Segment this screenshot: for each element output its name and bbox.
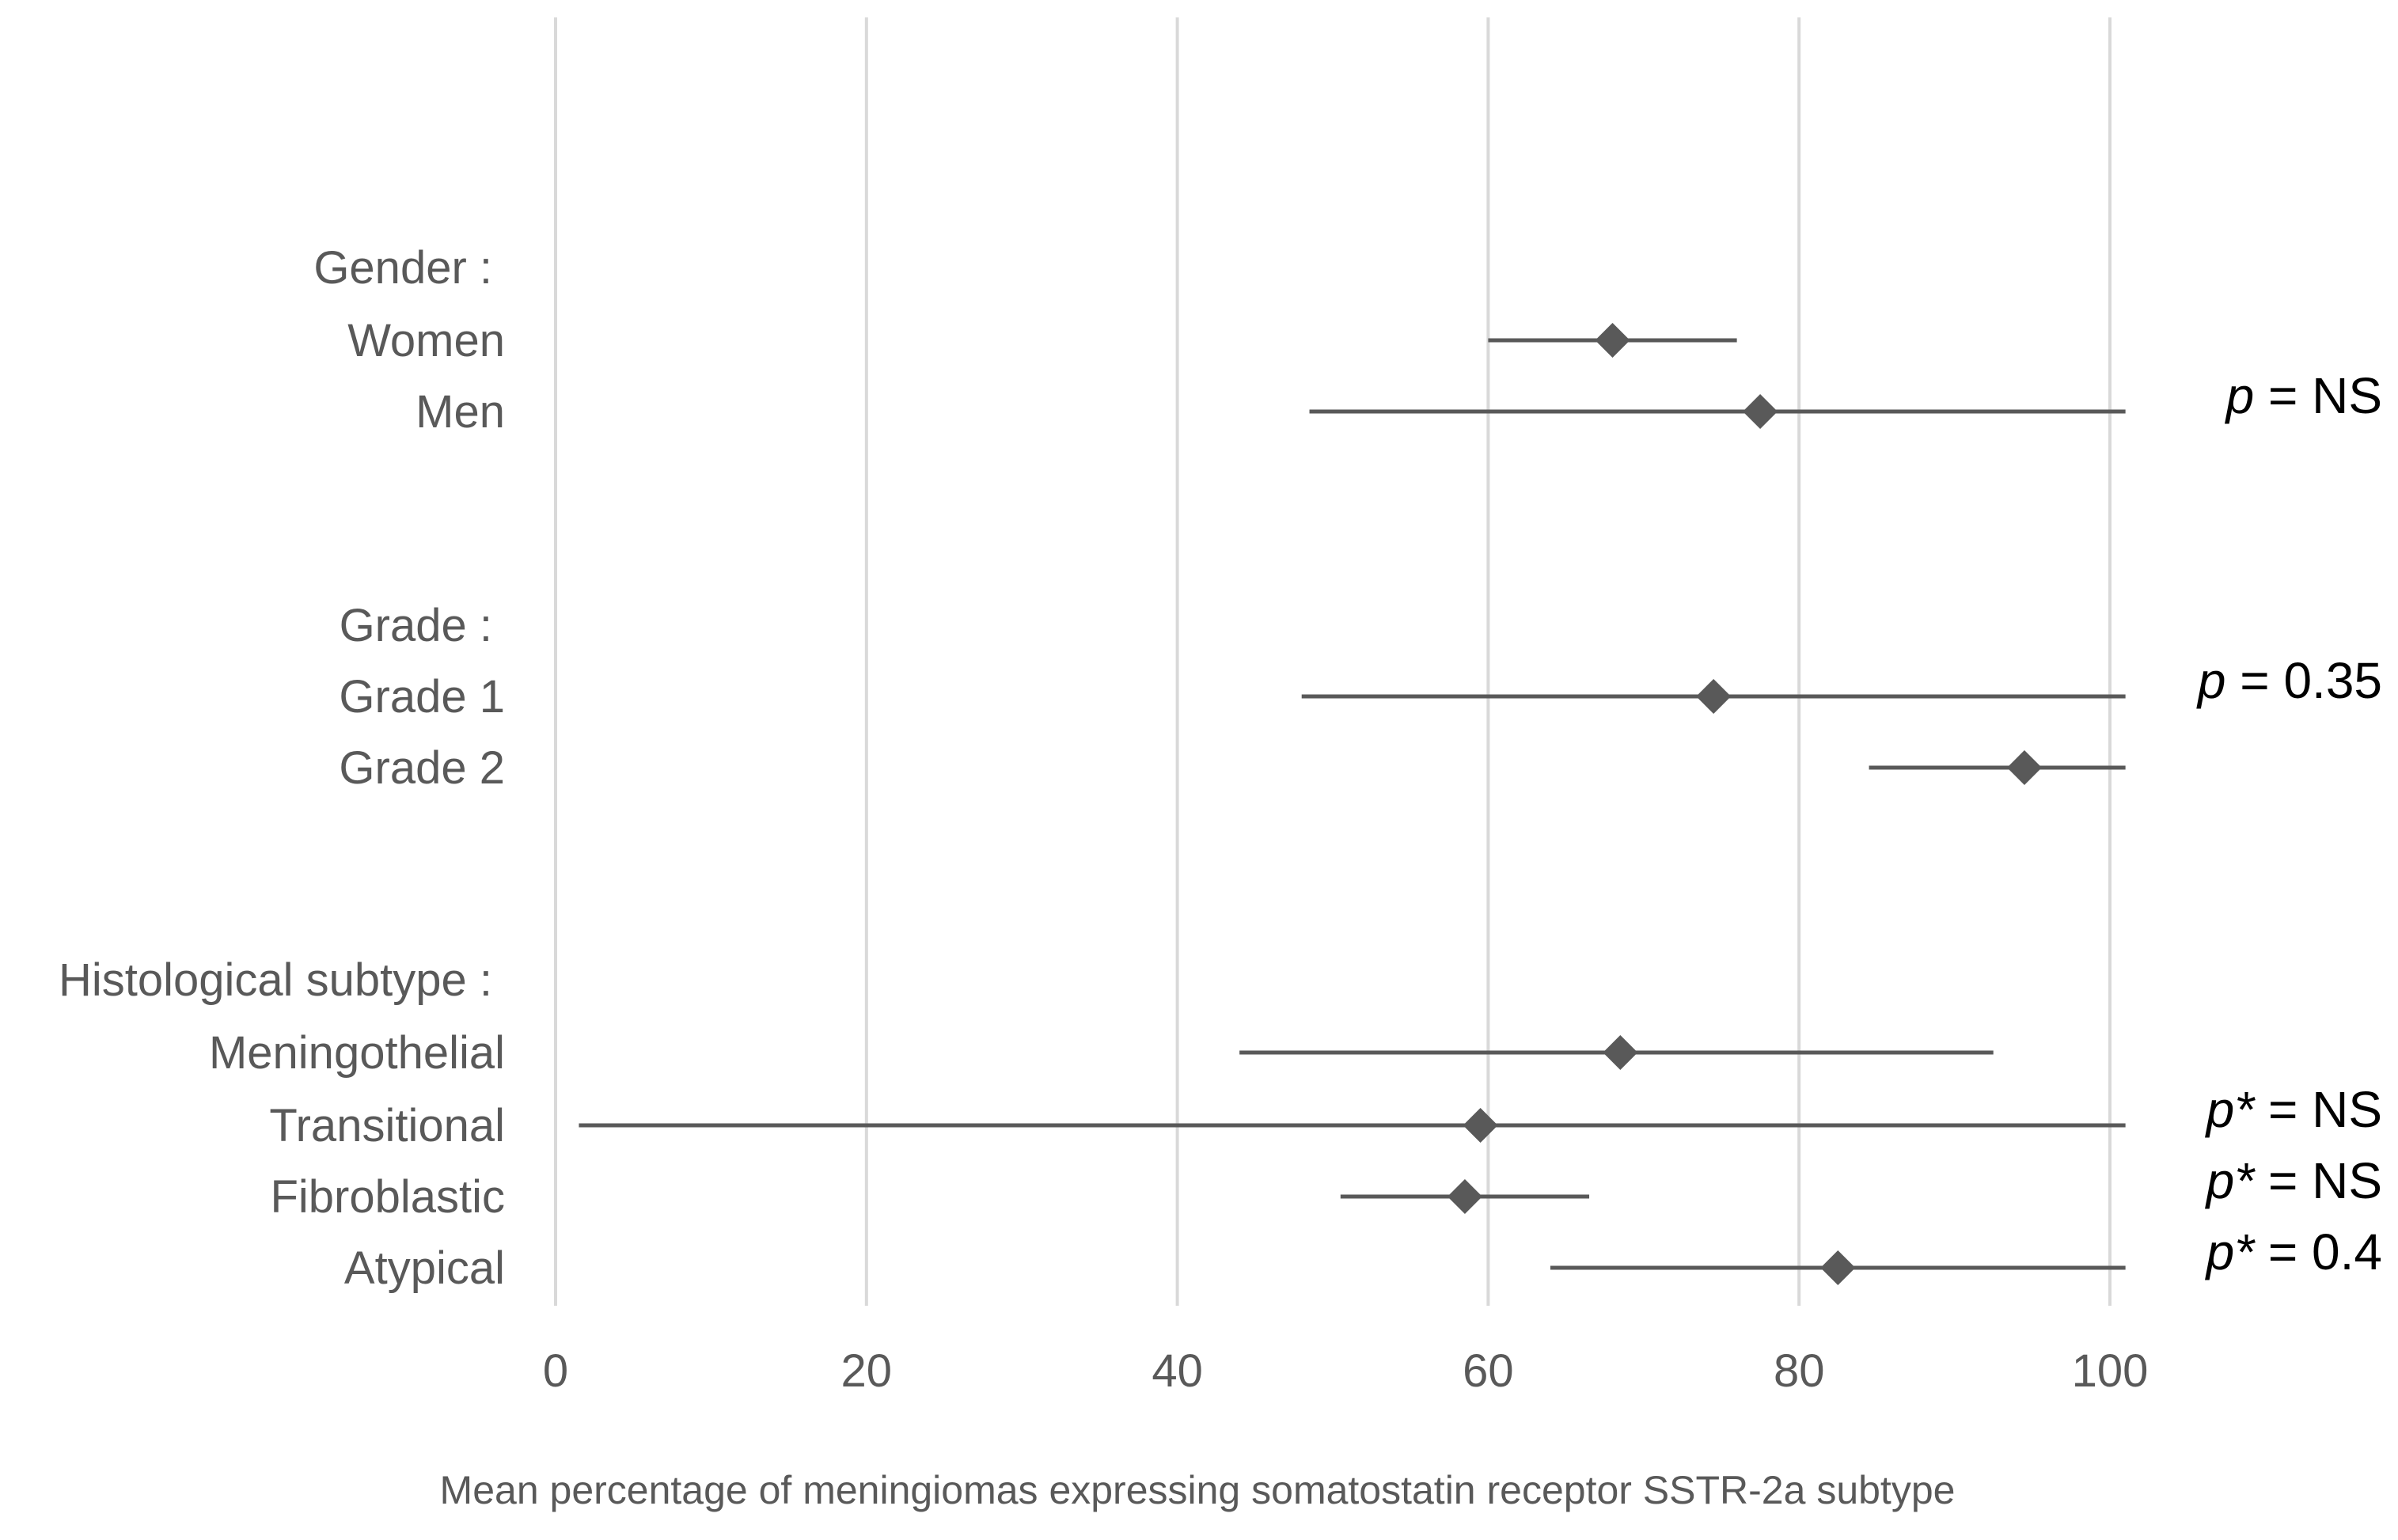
p-value-transitional: p* = NS [2205, 1081, 2382, 1138]
estimates-series [579, 323, 2126, 1285]
p-value-atypical: p* = 0.4 [2205, 1223, 2382, 1280]
x-tick-label-100: 100 [2072, 1345, 2149, 1397]
mean-marker-meningothelial [1603, 1035, 1638, 1070]
x-tick-labels: 0 20 40 60 80 100 [543, 1345, 2149, 1397]
row-label-fibroblastic: Fibroblastic [270, 1171, 505, 1223]
mean-marker-grade-1 [1696, 679, 1732, 714]
x-tick-label-60: 60 [1463, 1345, 1514, 1397]
row-label-grade-2: Grade 2 [339, 742, 505, 794]
p-value-men: p = NS [2225, 367, 2382, 424]
group-header-histological-subtype: Histological subtype : [59, 954, 492, 1006]
group-header-grade: Grade : [340, 600, 492, 651]
x-tick-label-0: 0 [543, 1345, 568, 1397]
mean-marker-atypical [1820, 1250, 1856, 1285]
p-value-annotations: p = NS p = 0.35 p* = NS p* = NS p* = 0.4 [2196, 367, 2382, 1280]
row-label-transitional: Transitional [269, 1100, 505, 1151]
x-axis-label: Mean percentage of meningiomas expressin… [440, 1468, 1956, 1512]
mean-marker-fibroblastic [1447, 1179, 1482, 1214]
mean-marker-transitional [1463, 1108, 1498, 1143]
p-value-fibroblastic: p* = NS [2205, 1152, 2382, 1209]
x-tick-label-40: 40 [1152, 1345, 1203, 1397]
p-value-grade-1: p = 0.35 [2196, 652, 2382, 709]
x-tick-label-20: 20 [841, 1345, 893, 1397]
row-label-grade-1: Grade 1 [339, 671, 505, 723]
mean-marker-grade-2 [2006, 750, 2042, 785]
row-label-men: Men [415, 386, 505, 438]
grid-lines [554, 17, 2112, 1306]
row-label-atypical: Atypical [344, 1242, 505, 1294]
mean-marker-women [1595, 323, 1630, 358]
group-header-gender: Gender : [313, 242, 492, 294]
row-label-meningothelial: Meningothelial [209, 1027, 505, 1079]
mean-marker-men [1743, 394, 1778, 429]
x-tick-label-80: 80 [1774, 1345, 1825, 1397]
category-labels: Gender : Women Men Grade : Grade 1 Grade 2 His… [59, 242, 505, 1294]
row-label-women: Women [347, 315, 505, 366]
